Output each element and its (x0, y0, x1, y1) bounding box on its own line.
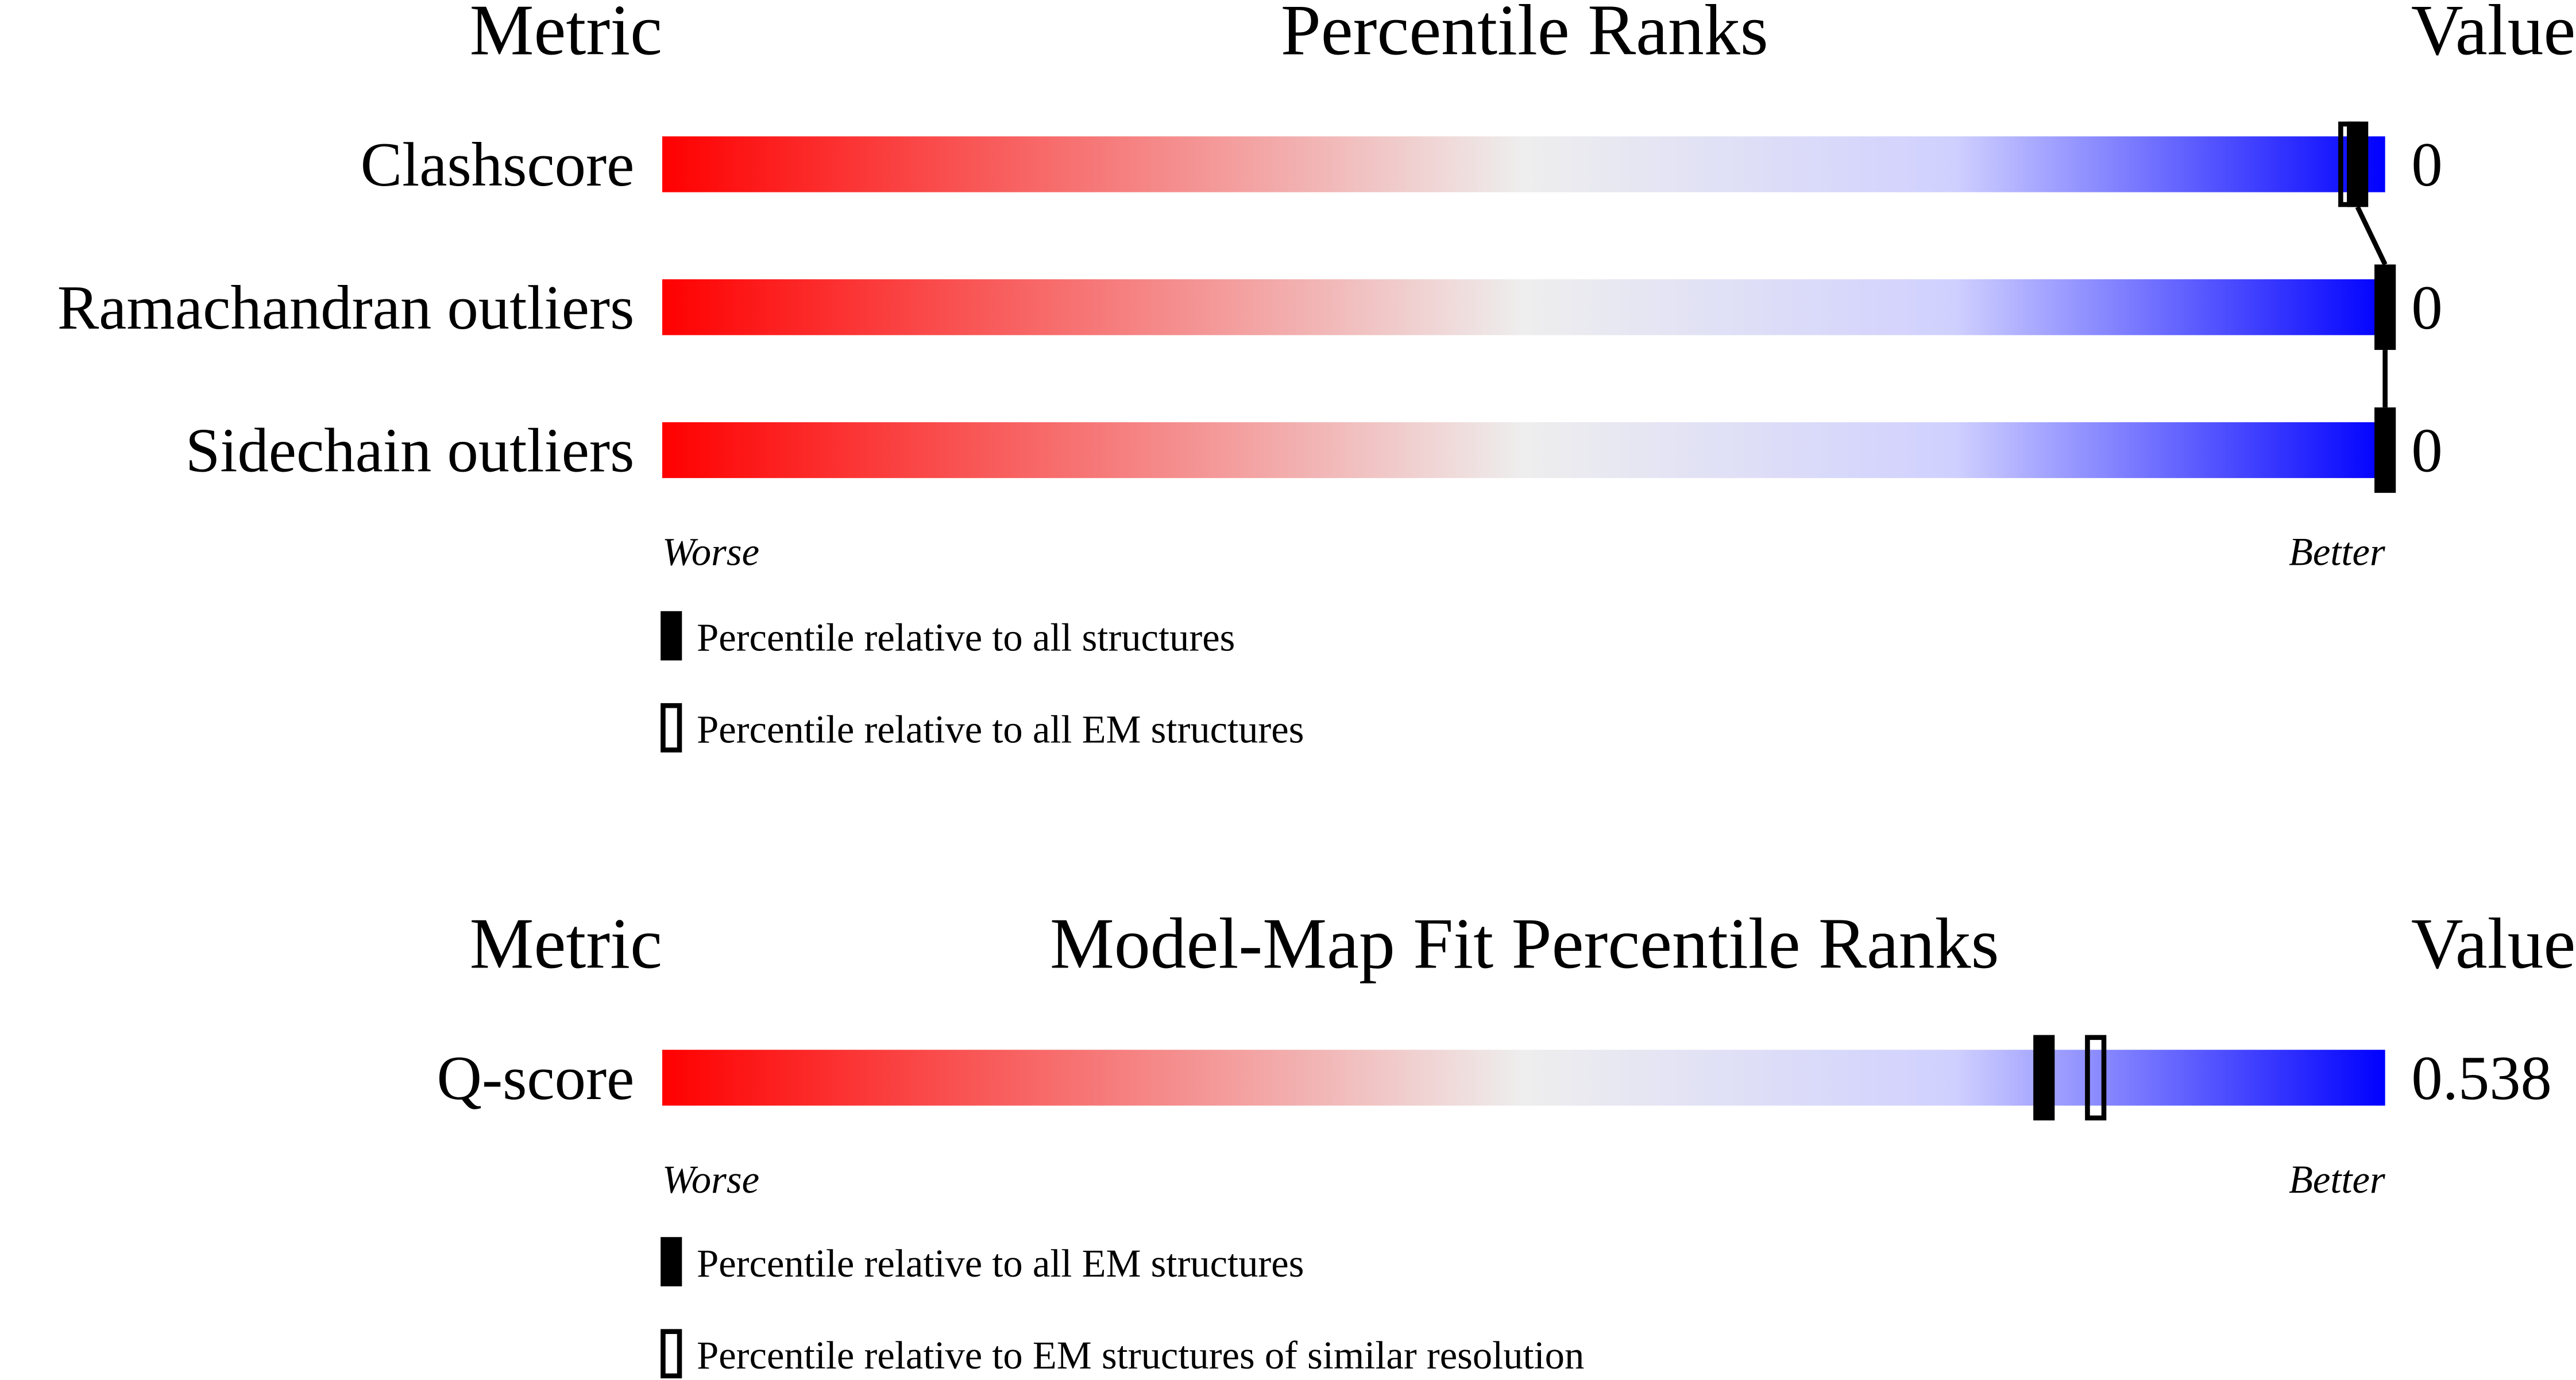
legend-label: Percentile relative to EM structures of … (697, 1333, 1584, 1377)
row-q-score: Q-score 0.538 (437, 1035, 2552, 1121)
legend-item: Percentile relative to all EM structures (661, 1237, 1304, 1287)
filled-percentile-marker (2374, 407, 2396, 493)
metric-label: Sidechain outliers (186, 416, 635, 485)
worse-label: Worse (662, 530, 759, 574)
filled-percentile-marker (2033, 1035, 2055, 1121)
value-header: Value (2411, 0, 2575, 70)
metric-value: 0 (2411, 273, 2442, 342)
row-sidechain-outliers: Sidechain outliers 0 (186, 407, 2443, 493)
metric-value: 0.538 (2411, 1043, 2551, 1113)
legend-label: Percentile relative to all EM structures (697, 708, 1304, 751)
legend-item: Percentile relative to all EM structures (661, 703, 1304, 753)
chart-title: Model-Map Fit Percentile Ranks (1050, 904, 1999, 984)
connector-line (2355, 206, 2388, 266)
metric-label: Ramachandran outliers (57, 273, 635, 342)
metric-value: 0 (2411, 130, 2442, 199)
chart-title: Percentile Ranks (1281, 0, 1768, 70)
metric-header: Metric (470, 904, 662, 984)
chart-panel-2: Metric Model-Map Fit Percentile Ranks Valu… (437, 904, 2575, 1379)
legend-open-marker (661, 1329, 682, 1379)
worse-label: Worse (662, 1158, 759, 1201)
metric-label: Clashscore (361, 130, 635, 199)
legend-item: Percentile relative to all structures (661, 611, 1235, 661)
legend-open-marker (661, 703, 682, 753)
row-clashscore: Clashscore 0 (361, 121, 2443, 207)
value-header: Value (2411, 904, 2575, 984)
legend-filled-marker (661, 611, 682, 661)
legend-label: Percentile relative to all structures (697, 615, 1235, 659)
percentile-bar (662, 1050, 2385, 1106)
better-label: Better (2289, 530, 2385, 574)
row-ramachandran-outliers: Ramachandran outliers 0 (57, 264, 2443, 350)
legend-label: Percentile relative to all EM structures (697, 1242, 1304, 1285)
open-percentile-marker (2085, 1035, 2107, 1121)
legend-filled-marker (661, 1237, 682, 1287)
percentile-bar (662, 136, 2385, 192)
percentile-bar (662, 422, 2385, 479)
legend-item: Percentile relative to EM structures of … (661, 1329, 1584, 1379)
filled-percentile-marker (2374, 264, 2396, 350)
percentile-bar (662, 279, 2385, 336)
filled-percentile-marker (2347, 121, 2369, 207)
better-label: Better (2289, 1158, 2385, 1201)
metric-label: Q-score (437, 1043, 635, 1113)
metric-header: Metric (470, 0, 662, 70)
metric-value: 0 (2411, 416, 2442, 485)
